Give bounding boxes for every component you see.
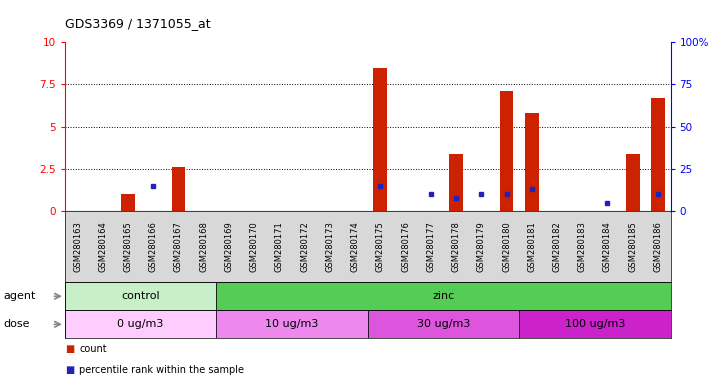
- Text: GSM280168: GSM280168: [199, 221, 208, 272]
- Text: ■: ■: [65, 365, 74, 375]
- Bar: [449, 154, 463, 211]
- Bar: [519, 310, 671, 338]
- Text: GSM280163: GSM280163: [73, 221, 82, 272]
- Text: GSM280170: GSM280170: [249, 221, 259, 272]
- Bar: [651, 98, 665, 211]
- Bar: [216, 310, 368, 338]
- Text: GSM280165: GSM280165: [123, 221, 133, 272]
- Text: ■: ■: [65, 344, 74, 354]
- Bar: [65, 282, 216, 310]
- Text: GSM280174: GSM280174: [350, 221, 360, 272]
- Text: count: count: [79, 344, 107, 354]
- Text: GSM280173: GSM280173: [325, 221, 335, 272]
- Text: GSM280186: GSM280186: [653, 221, 663, 272]
- Text: GSM280172: GSM280172: [300, 221, 309, 272]
- Text: GSM280167: GSM280167: [174, 221, 183, 272]
- Bar: [626, 154, 640, 211]
- Text: GSM280175: GSM280175: [376, 221, 385, 272]
- Text: GSM280164: GSM280164: [98, 221, 107, 272]
- Text: 10 ug/m3: 10 ug/m3: [265, 319, 319, 329]
- Text: GSM280179: GSM280179: [477, 221, 486, 272]
- Text: GSM280182: GSM280182: [552, 221, 562, 272]
- Bar: [500, 91, 513, 211]
- Bar: [368, 310, 519, 338]
- Text: 0 ug/m3: 0 ug/m3: [118, 319, 164, 329]
- Text: GSM280169: GSM280169: [224, 221, 234, 272]
- Text: agent: agent: [4, 291, 36, 301]
- Text: GSM280178: GSM280178: [451, 221, 461, 272]
- Bar: [373, 68, 387, 211]
- Text: GSM280184: GSM280184: [603, 221, 612, 272]
- Text: dose: dose: [4, 319, 30, 329]
- Text: GDS3369 / 1371055_at: GDS3369 / 1371055_at: [65, 17, 211, 30]
- Bar: [216, 282, 671, 310]
- Text: 30 ug/m3: 30 ug/m3: [417, 319, 470, 329]
- Text: GSM280183: GSM280183: [578, 221, 587, 272]
- Text: GSM280166: GSM280166: [149, 221, 158, 272]
- Text: percentile rank within the sample: percentile rank within the sample: [79, 365, 244, 375]
- Text: zinc: zinc: [433, 291, 454, 301]
- Text: GSM280185: GSM280185: [628, 221, 637, 272]
- Text: 100 ug/m3: 100 ug/m3: [565, 319, 625, 329]
- Text: GSM280176: GSM280176: [401, 221, 410, 272]
- Text: GSM280180: GSM280180: [502, 221, 511, 272]
- Bar: [172, 167, 185, 211]
- Bar: [525, 113, 539, 211]
- Text: GSM280177: GSM280177: [426, 221, 435, 272]
- Text: GSM280171: GSM280171: [275, 221, 284, 272]
- Bar: [65, 310, 216, 338]
- Text: control: control: [121, 291, 160, 301]
- Text: GSM280181: GSM280181: [527, 221, 536, 272]
- Bar: [121, 194, 135, 211]
